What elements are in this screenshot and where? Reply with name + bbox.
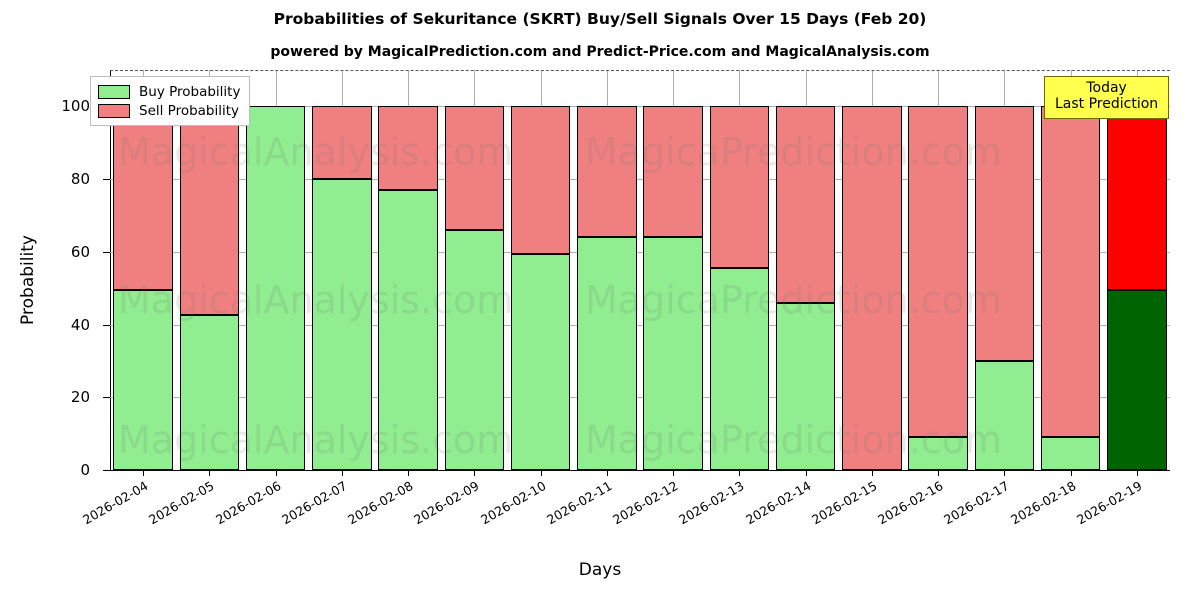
y-tick-mark	[103, 251, 110, 253]
y-tick-label: 80	[70, 170, 90, 189]
bar-2026-02-12	[643, 70, 703, 470]
bar-segment-sell	[1040, 106, 1101, 438]
reference-line	[110, 70, 1170, 71]
y-tick-label: 60	[70, 242, 90, 261]
bar-2026-02-11	[577, 70, 637, 470]
x-tick-mark	[408, 471, 410, 476]
bar-segment-buy	[113, 290, 173, 470]
gridline-horizontal	[110, 251, 1170, 253]
bar-2026-02-09	[444, 70, 505, 470]
legend-item-buy: Buy Probability	[98, 82, 240, 101]
bar-segment-buy	[179, 315, 240, 470]
bar-2026-02-14	[775, 70, 836, 470]
today-annotation: Today Last Prediction	[1044, 76, 1170, 119]
bar-segment-sell	[842, 106, 902, 470]
today-label: Today	[1086, 80, 1127, 96]
last-prediction-label: Last Prediction	[1055, 96, 1159, 113]
bar-2026-02-19	[1107, 70, 1167, 470]
bar-segment-sell	[312, 106, 372, 180]
legend-item-sell: Sell Probability	[98, 101, 240, 120]
x-tick-mark	[673, 471, 675, 476]
bar-segment-buy	[510, 253, 571, 470]
x-tick-mark	[275, 471, 277, 476]
x-tick-mark	[739, 471, 741, 476]
x-tick-mark	[938, 471, 940, 476]
y-tick-mark	[103, 397, 110, 399]
bar-segment-sell	[444, 106, 505, 230]
bar-2026-02-05	[179, 70, 240, 470]
bar-segment-buy	[1107, 290, 1167, 470]
bar-segment-buy	[312, 179, 372, 470]
y-tick-label: 40	[70, 315, 90, 334]
bar-segment-sell	[908, 106, 968, 438]
x-tick-mark	[805, 471, 807, 476]
bar-2026-02-07	[312, 70, 372, 470]
bar-segment-sell	[974, 106, 1035, 361]
x-tick-mark	[143, 471, 145, 476]
y-tick-label: 0	[80, 461, 90, 479]
x-tick-mark	[1136, 471, 1138, 476]
bar-2026-02-16	[908, 70, 968, 470]
bar-2026-02-17	[974, 70, 1035, 470]
legend-swatch-sell	[98, 103, 130, 118]
x-tick-mark	[474, 471, 476, 476]
y-tick-mark	[103, 179, 110, 181]
bar-segment-sell	[113, 106, 173, 290]
y-tick-mark	[103, 470, 110, 471]
bar-segment-sell	[378, 106, 438, 190]
bar-2026-02-08	[378, 70, 438, 470]
x-tick-mark	[871, 471, 873, 476]
chart-subtitle: powered by MagicalPrediction.com and Pre…	[270, 44, 930, 60]
y-axis-label: Probability	[18, 235, 38, 325]
y-tick-mark	[103, 324, 110, 326]
bar-2026-02-10	[510, 70, 571, 470]
x-tick-mark	[606, 471, 608, 476]
bar-segment-sell	[643, 106, 703, 238]
gridline-horizontal	[110, 397, 1170, 399]
x-axis-label: Days	[578, 560, 622, 580]
gridline-horizontal	[110, 324, 1170, 326]
legend-label-sell: Sell Probability	[139, 102, 240, 119]
bar-segment-buy	[643, 237, 703, 470]
x-tick-mark	[209, 471, 211, 476]
bar-segment-buy	[974, 360, 1035, 470]
chart-title: Probabilities of Sekuritance (SKRT) Buy/…	[273, 10, 927, 28]
bar-segment-buy	[245, 106, 306, 470]
y-tick-label: 100	[61, 97, 90, 116]
y-axis-spine	[110, 70, 111, 470]
bar-segment-buy	[378, 190, 438, 470]
bar-segment-sell	[709, 106, 770, 269]
bar-segment-sell	[1107, 106, 1167, 290]
x-tick-mark	[341, 471, 343, 476]
bar-segment-sell	[577, 106, 637, 238]
plot-inner	[110, 70, 1170, 470]
bar-2026-02-15	[842, 70, 902, 470]
x-tick-mark	[540, 471, 542, 476]
y-tick-label: 20	[70, 388, 90, 407]
x-tick-mark	[1004, 471, 1006, 476]
gridline-horizontal	[110, 106, 1170, 108]
bar-segment-buy	[1040, 437, 1101, 470]
gridline-horizontal	[110, 179, 1170, 181]
bar-segment-buy	[908, 437, 968, 470]
bar-2026-02-04	[113, 70, 173, 470]
x-tick-mark	[1070, 471, 1072, 476]
bar-segment-buy	[577, 237, 637, 470]
legend-swatch-buy	[98, 84, 130, 99]
bar-segment-sell	[510, 106, 571, 254]
bar-segment-sell	[179, 106, 240, 316]
bar-2026-02-06	[245, 70, 306, 470]
x-axis-spine	[110, 470, 1170, 471]
bar-segment-sell	[775, 106, 836, 303]
bar-segment-buy	[444, 230, 505, 470]
plot-area	[110, 70, 1170, 470]
bar-segment-buy	[709, 268, 770, 470]
bar-2026-02-13	[709, 70, 770, 470]
bar-2026-02-18	[1040, 70, 1101, 470]
bar-segment-buy	[775, 302, 836, 470]
legend-label-buy: Buy Probability	[139, 83, 241, 100]
chart-legend: Buy Probability Sell Probability	[90, 76, 251, 126]
